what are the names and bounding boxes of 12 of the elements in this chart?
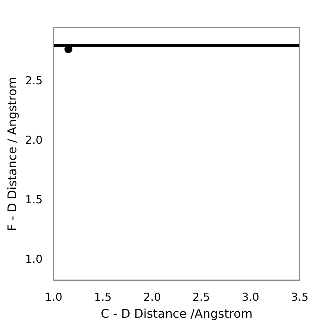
y-tick-label: 2.0 [25, 134, 43, 147]
x-tick-label: 1.5 [94, 290, 112, 304]
y-axis-title: F - D Distance / Angstrom [5, 77, 20, 232]
y-tick-label: 1.5 [25, 193, 43, 206]
x-tick-label: 2.0 [144, 290, 162, 304]
x-tick-label: 1.0 [45, 290, 63, 304]
x-tick-label: 3.0 [242, 290, 260, 304]
x-axis-title: C - D Distance /Angstrom [101, 306, 253, 321]
x-tick-label: 3.5 [291, 290, 309, 304]
x-tick-label: 2.5 [192, 290, 210, 304]
y-tick-label: 1.0 [25, 253, 43, 266]
y-tick-label: 2.5 [25, 74, 43, 88]
